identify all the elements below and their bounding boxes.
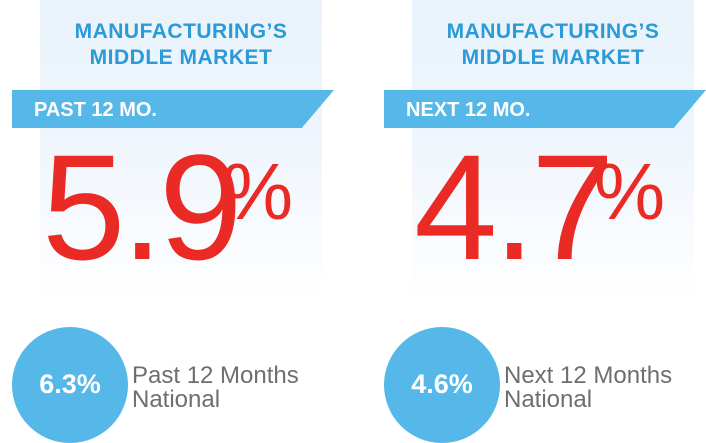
banner-text: NEXT 12 MO. <box>406 99 531 121</box>
panel: MANUFACTURING’S MIDDLE MARKET PAST 12 MO. 5… <box>0 0 340 443</box>
panel: MANUFACTURING’S MIDDLE MARKET NEXT 12 MO. 4… <box>372 0 706 443</box>
national-label: National <box>504 386 593 413</box>
heading: MANUFACTURING’S <box>446 20 660 43</box>
national-badge: 6.3% <box>12 327 128 443</box>
heading: MANUFACTURING’S <box>74 20 288 43</box>
big-value: 4.7 <box>414 123 615 291</box>
heading: MIDDLE MARKET <box>461 46 645 69</box>
panel-background <box>40 0 322 300</box>
heading: MIDDLE MARKET <box>89 46 273 69</box>
national-badge: 4.6% <box>384 327 500 443</box>
banner: NEXT 12 MO. <box>384 90 706 128</box>
big-value: 5.9 <box>42 123 243 291</box>
national-label: Next 12 Months <box>504 362 673 389</box>
banner: PAST 12 MO. <box>12 90 334 128</box>
big-unit: % <box>594 147 666 236</box>
national-value: 4.6% <box>411 369 473 399</box>
national-value: 6.3% <box>39 369 101 399</box>
banner-text: PAST 12 MO. <box>34 99 157 121</box>
big-unit: % <box>222 147 294 236</box>
national-label: National <box>132 386 221 413</box>
panel-background <box>412 0 694 300</box>
national-label: Past 12 Months <box>132 362 299 389</box>
